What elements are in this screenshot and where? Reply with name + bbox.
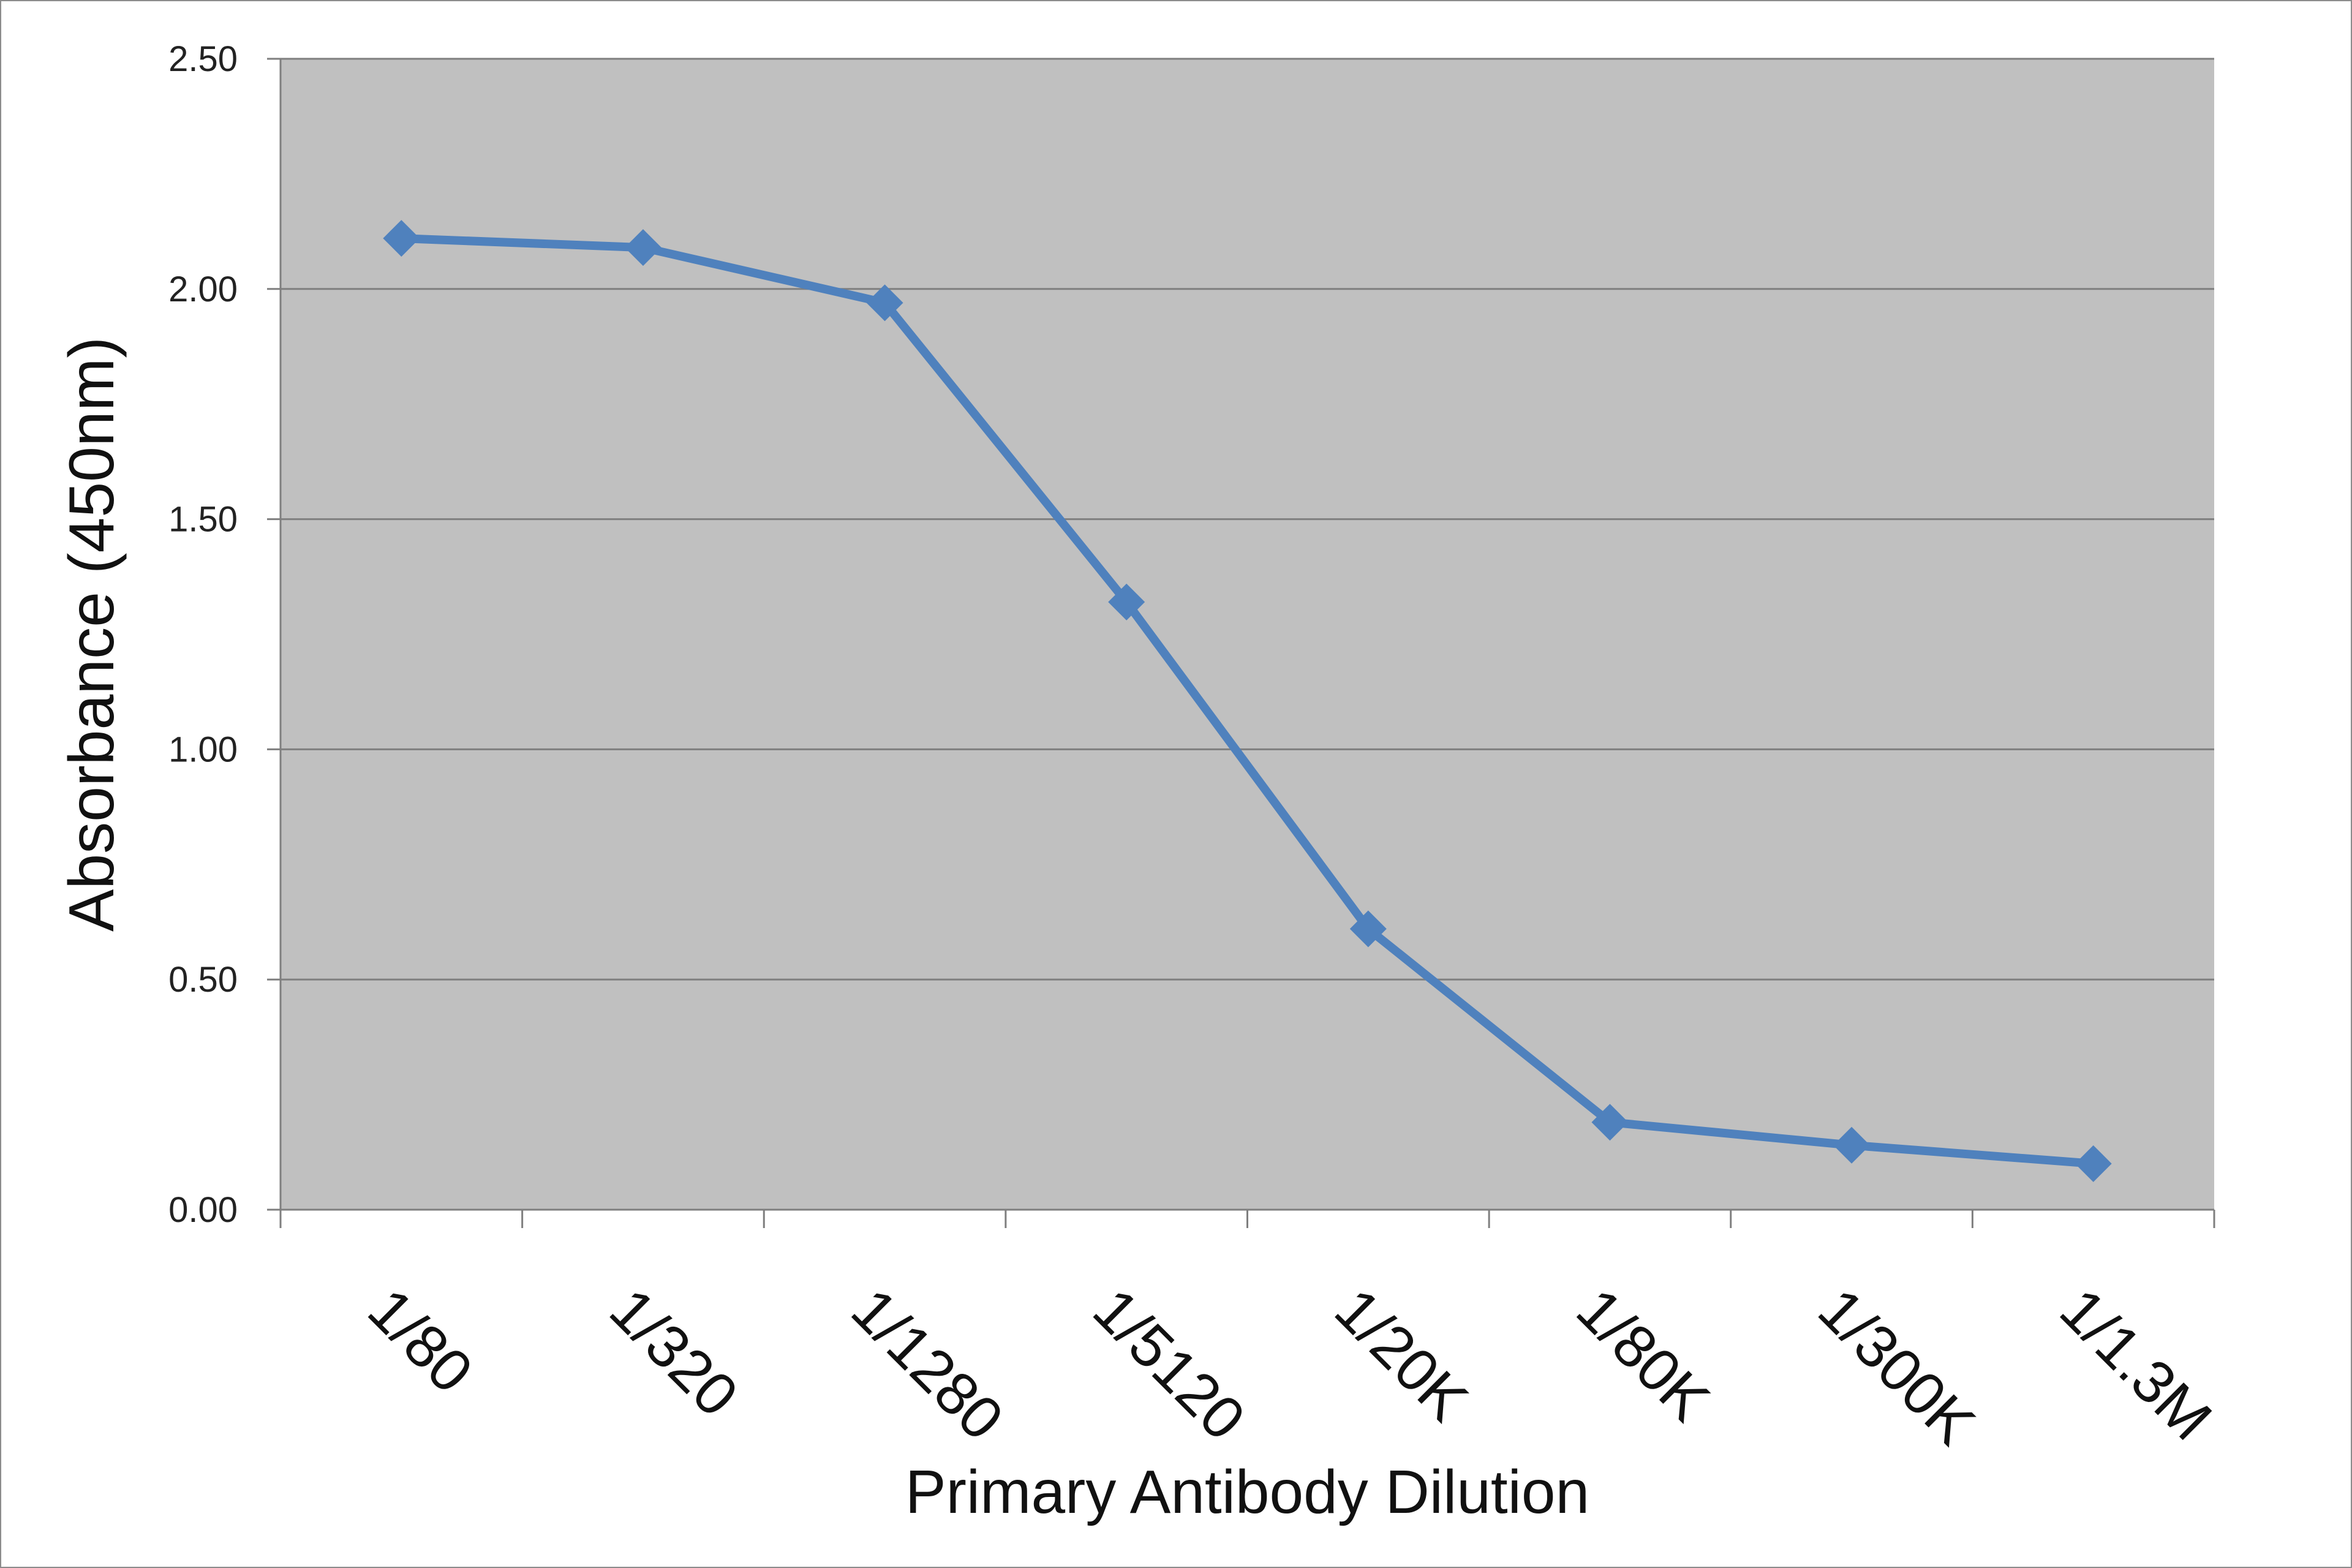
y-tick-label: 0.50: [168, 960, 238, 1000]
x-axis-title: Primary Antibody Dilution: [905, 1458, 1589, 1526]
data-point-marker: [1349, 910, 1387, 948]
y-tick-label: 1.50: [168, 500, 238, 540]
y-tick-label: 1.00: [168, 729, 238, 769]
y-tick-label: 2.00: [168, 270, 238, 309]
data-point-marker: [1833, 1126, 1871, 1164]
gridlines: [281, 58, 2214, 981]
series-line: [397, 234, 2098, 1168]
series-layer: [383, 220, 2112, 1182]
x-tick-label: 1/300K: [1806, 1275, 1988, 1457]
y-axis-title: Absorbance (450nm): [56, 337, 127, 932]
x-tick-label: 1/1280: [839, 1275, 1017, 1453]
data-point-marker: [624, 229, 662, 266]
y-tick-label: 2.50: [168, 39, 238, 79]
data-point-marker: [866, 284, 903, 322]
plot-area: [281, 59, 2214, 1210]
x-tick-label: 1/20K: [1322, 1275, 1481, 1434]
x-tick-label: 1/320: [597, 1275, 751, 1429]
data-point-marker: [1108, 583, 1145, 620]
x-tick-label: 1/80: [355, 1275, 486, 1406]
x-tick-label: 1/80K: [1564, 1275, 1723, 1434]
axes: [267, 58, 2215, 1228]
data-point-marker: [2075, 1145, 2112, 1182]
y-tick-label: 0.00: [168, 1190, 238, 1230]
x-tick-label: 1/5120: [1080, 1275, 1258, 1453]
data-point-marker: [1591, 1104, 1629, 1141]
x-tick-label: 1/1.3M: [2048, 1275, 2225, 1453]
data-point-marker: [383, 220, 420, 257]
